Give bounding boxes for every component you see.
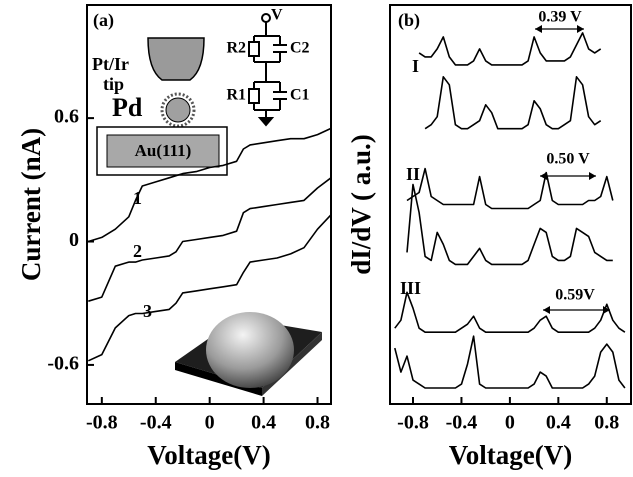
substrate-label: Au(111) [135, 141, 192, 160]
stm-image [175, 312, 322, 396]
spacing-label: 0.59V [555, 287, 595, 304]
data-line [88, 177, 332, 302]
circuit-label: V [271, 7, 283, 24]
x-tick-label: -0.4 [140, 412, 172, 434]
data-line [394, 291, 626, 333]
ligand-shell [160, 92, 196, 128]
series-label: 3 [143, 301, 152, 321]
series-label: II [406, 164, 420, 184]
tip-shape [147, 37, 205, 81]
series-label: 1 [133, 188, 142, 208]
series-label: III [400, 278, 421, 298]
y-axis-title: dI/dV ( a.u.) [346, 134, 376, 275]
x-tick-label: 0 [505, 412, 515, 434]
spacing-label: 0.50 V [546, 151, 590, 168]
x-tick-label: 0.8 [594, 412, 619, 434]
y-axis-title: Current (nA) [16, 128, 46, 281]
data-line [418, 32, 602, 66]
data-line [87, 214, 332, 362]
circuit-label: C2 [290, 40, 310, 57]
particle [165, 97, 191, 123]
x-tick-label: -0.4 [446, 412, 478, 434]
x-axis-title: Voltage(V) [147, 440, 270, 470]
circuit-label: C1 [290, 87, 310, 104]
data-line [406, 183, 613, 266]
panel-label: (a) [93, 10, 114, 31]
schematic: (a) Pt/Ir tip Pd Au(111) V R2 C2 R1 C1 [92, 7, 322, 396]
data-line [88, 127, 332, 243]
data-line [424, 76, 602, 130]
x-tick-label: -0.8 [86, 412, 118, 434]
panel-label: (b) [398, 10, 420, 31]
y-tick-label: -0.6 [47, 353, 79, 375]
data-line [406, 167, 614, 210]
x-tick-label: 0.4 [251, 412, 276, 434]
tip-label: tip [103, 74, 124, 94]
circuit-label: R1 [226, 87, 246, 104]
spacing-label: 0.39 V [538, 9, 582, 26]
y-tick-label: 0 [69, 229, 79, 251]
x-axis-title: Voltage(V) [449, 440, 572, 470]
x-tick-label: 0.4 [546, 412, 571, 434]
series-label: 2 [133, 241, 142, 261]
y-tick-label: 0.6 [54, 106, 79, 128]
tip-label: Pt/Ir [92, 54, 129, 74]
x-tick-label: 0.8 [305, 412, 330, 434]
data-line [394, 335, 626, 389]
circuit [248, 13, 287, 127]
arrow-head [543, 306, 610, 314]
series-label: I [412, 56, 419, 76]
x-tick-label: 0 [205, 412, 215, 434]
substrate-inner [106, 134, 220, 168]
x-tick-label: -0.8 [397, 412, 429, 434]
circuit-label: R2 [226, 40, 246, 57]
particle-label: Pd [112, 93, 143, 122]
